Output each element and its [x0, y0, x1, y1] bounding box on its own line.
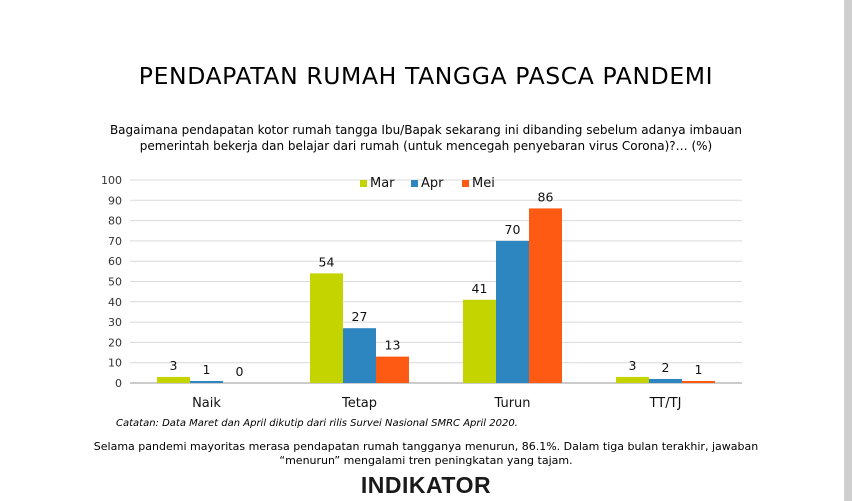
data-label: 2 [662, 360, 670, 375]
data-label: 1 [695, 362, 703, 377]
legend: Mar Apr Mei [360, 176, 495, 191]
y-tick-label: 80 [108, 215, 122, 228]
y-tick-label: 100 [101, 174, 122, 187]
legend-swatch [411, 180, 418, 187]
legend-swatch [360, 180, 367, 187]
bar-apr [190, 380, 223, 383]
data-label: 54 [319, 254, 335, 269]
grid-lines [130, 179, 742, 384]
data-label: 70 [505, 222, 521, 237]
legend-swatch [462, 180, 469, 187]
bar-mar [463, 299, 496, 383]
y-axis-ticks: 0 10 20 30 40 50 60 70 80 90 100 [101, 174, 122, 390]
summary-line-2: “menurun” mengalami tren peningkatan yan… [279, 454, 573, 467]
bar-mei [682, 380, 715, 383]
y-tick-label: 40 [108, 296, 122, 309]
data-label: 41 [472, 281, 488, 296]
y-tick-label: 60 [108, 255, 122, 268]
data-label: 13 [385, 338, 401, 353]
y-tick-label: 30 [108, 316, 122, 329]
legend-label: Apr [421, 176, 444, 191]
page-title: PENDAPATAN RUMAH TANGGA PASCA PANDEMI [138, 62, 714, 90]
data-note: Catatan: Data Maret dan April dikutip da… [116, 418, 518, 429]
x-tick-label: Naik [192, 396, 221, 411]
data-labels: 3 1 0 54 27 13 41 70 86 3 2 1 [170, 189, 703, 379]
x-tick-label: Tetap [341, 396, 377, 411]
x-tick-label: TT/TJ [649, 396, 682, 411]
bar-mar [616, 376, 649, 383]
bar-apr [649, 378, 682, 383]
right-border [844, 0, 852, 501]
summary-line-1: Selama pandemi mayoritas merasa pendapat… [93, 440, 759, 453]
bars [157, 208, 715, 383]
bar-apr [496, 240, 529, 383]
data-label: 3 [170, 358, 178, 373]
y-tick-label: 90 [108, 194, 122, 207]
y-tick-label: 10 [108, 357, 122, 370]
data-label: 27 [352, 309, 368, 324]
y-tick-label: 50 [108, 276, 122, 289]
bar-mar [310, 273, 343, 383]
legend-label: Mei [472, 176, 495, 191]
question-line-2: pemerintah bekerja dan belajar dari ruma… [139, 139, 713, 153]
x-tick-label: Turun [493, 396, 530, 411]
legend-label: Mar [370, 176, 395, 191]
bar-mei [529, 208, 562, 383]
y-tick-label: 20 [108, 336, 122, 349]
bar-mar [157, 376, 190, 383]
data-label: 86 [538, 189, 554, 204]
indikator-logo: INDIKATOR [360, 472, 492, 498]
data-label: 3 [629, 358, 637, 373]
question-line-1: Bagaimana pendapatan kotor rumah tangga … [109, 123, 743, 137]
data-label: 1 [203, 362, 211, 377]
data-label: 0 [236, 364, 244, 379]
survey-question: Bagaimana pendapatan kotor rumah tangga … [60, 122, 792, 154]
y-tick-label: 70 [108, 235, 122, 248]
bar-mei [376, 356, 409, 383]
summary-text: Selama pandemi mayoritas merasa pendapat… [70, 440, 782, 468]
x-axis-ticks: Naik Tetap Turun TT/TJ [192, 396, 681, 411]
y-tick-label: 0 [115, 377, 122, 390]
bar-apr [343, 328, 376, 383]
